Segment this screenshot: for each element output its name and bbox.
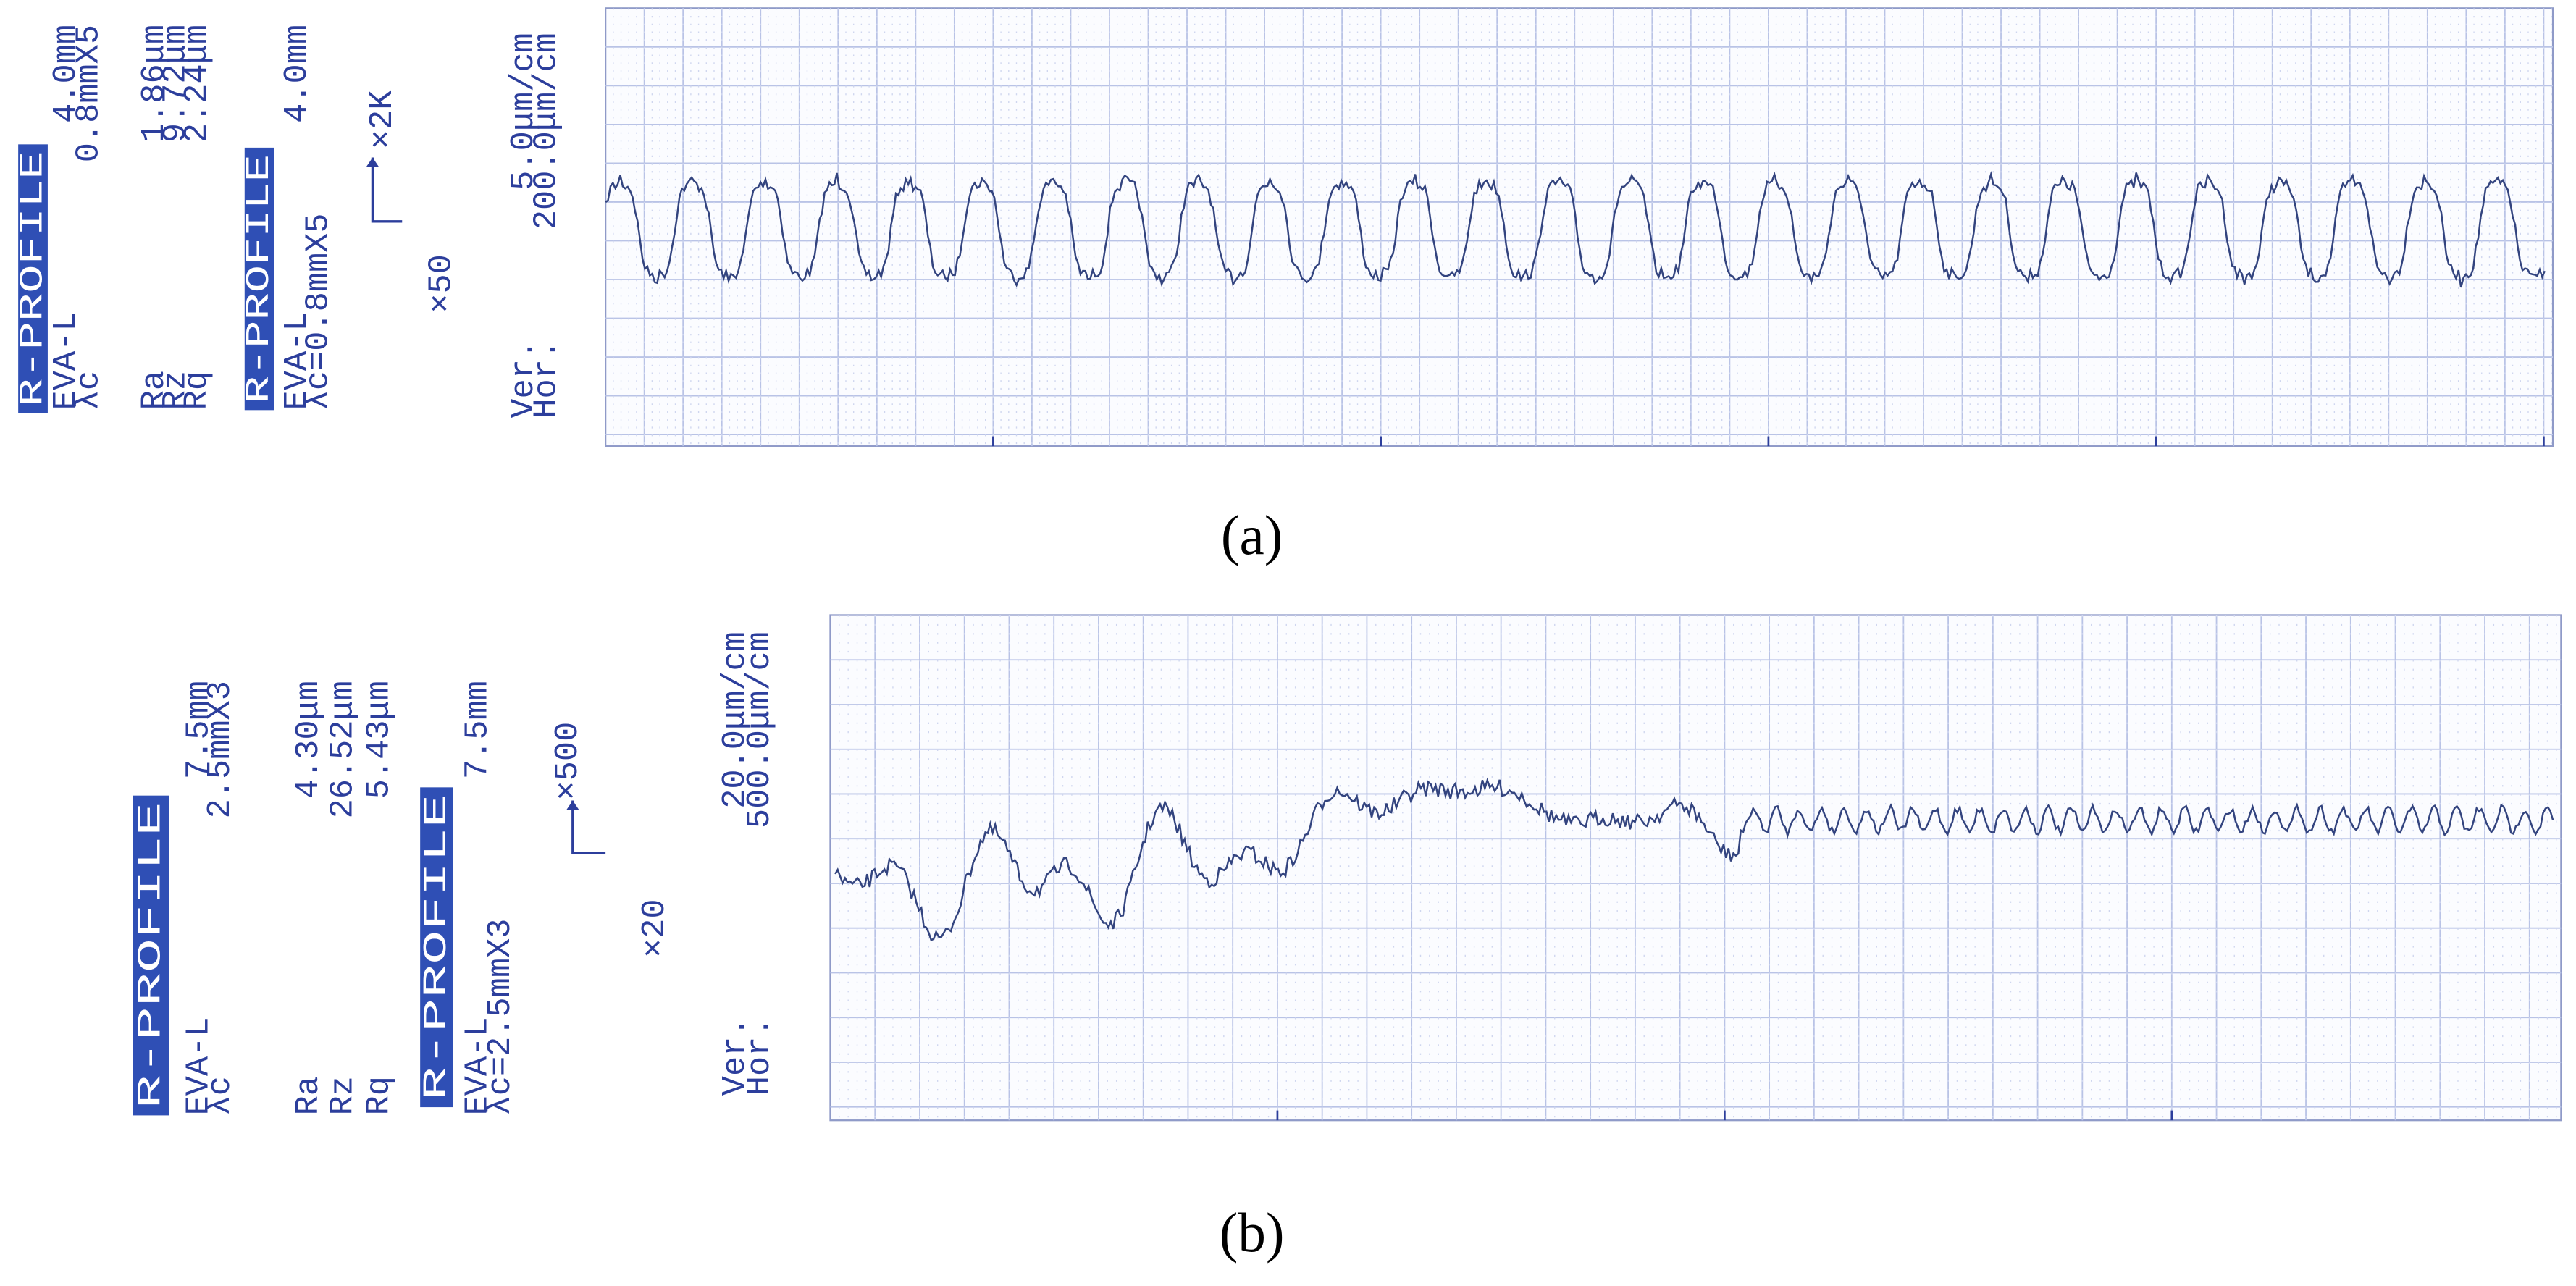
param-name: Ra [135,371,173,410]
scale-value: 5.0μm/cm [505,33,542,190]
param-value: 1.86μm [135,25,173,143]
param-name: Rz [324,1076,362,1115]
evaluation-label: EVA-L [458,1017,496,1115]
cutoff-value: 0.8mmX5 [70,25,108,162]
profile-header: R-PROFILE [418,794,456,1101]
evaluation-label: EVA-L [278,311,316,410]
param-name: Rz [157,371,195,410]
param-value: 26.52μm [324,681,362,818]
header-box [133,795,169,1116]
horizontal-magnification: ×20 [636,899,674,958]
param-value: 2.24μm [178,25,216,143]
param-value: 4.30μm [290,681,327,799]
magnification-arrow [371,157,403,223]
chart-paper [829,614,2562,1122]
param-name: Rq [178,371,216,410]
scale-label: Ver. [505,340,542,419]
cutoff-value: λc=0.8mmX5 [300,213,337,410]
header-box [244,147,274,411]
magnification-arrow [571,800,606,854]
scale-value: 20.0μm/cm [716,631,754,809]
scale-label: Ver. [716,1017,754,1096]
panel-caption: (a) [1221,504,1283,566]
evaluation-length: 7.5mm [180,681,217,779]
profile-header: R-PROFILE [240,154,278,403]
cutoff-label: λc [70,371,108,410]
evaluation-length: 7.5mm [458,681,496,779]
arrow-head [566,800,579,811]
cutoff-value: 2.5mmX3 [201,681,239,818]
param-name: Rq [360,1076,398,1115]
evaluation-length: 4.0mm [278,25,316,123]
vertical-magnification: ×500 [549,722,587,801]
param-value: 5.43μm [360,681,398,799]
scale-value: 500.0μm/cm [741,631,779,828]
scale-value: 200.0μm/cm [528,33,566,230]
arrow-head [366,157,379,168]
vertical-magnification: ×2K [364,90,401,149]
chart-paper [605,7,2554,447]
param-value: 9.72μm [157,25,195,143]
cutoff-value: λc=2.5mmX3 [482,919,519,1116]
scale-label: Hor. [528,340,566,419]
profile-trace [834,777,2554,941]
header-box [420,787,453,1108]
param-name: Ra [290,1076,327,1115]
profile-header: R-PROFILE [133,802,170,1109]
profile-trace [605,171,2546,288]
evaluation-label: EVA-L [47,311,85,410]
panel-caption: (b) [1220,1201,1285,1264]
horizontal-magnification: ×50 [423,254,461,314]
cutoff-label: λc [201,1076,239,1115]
scale-label: Hor. [741,1017,779,1096]
profile-header: R-PROFILE [14,151,52,406]
evaluation-length: 4.0mm [47,25,85,123]
evaluation-label: EVA-L [180,1017,217,1115]
header-box [18,144,48,413]
